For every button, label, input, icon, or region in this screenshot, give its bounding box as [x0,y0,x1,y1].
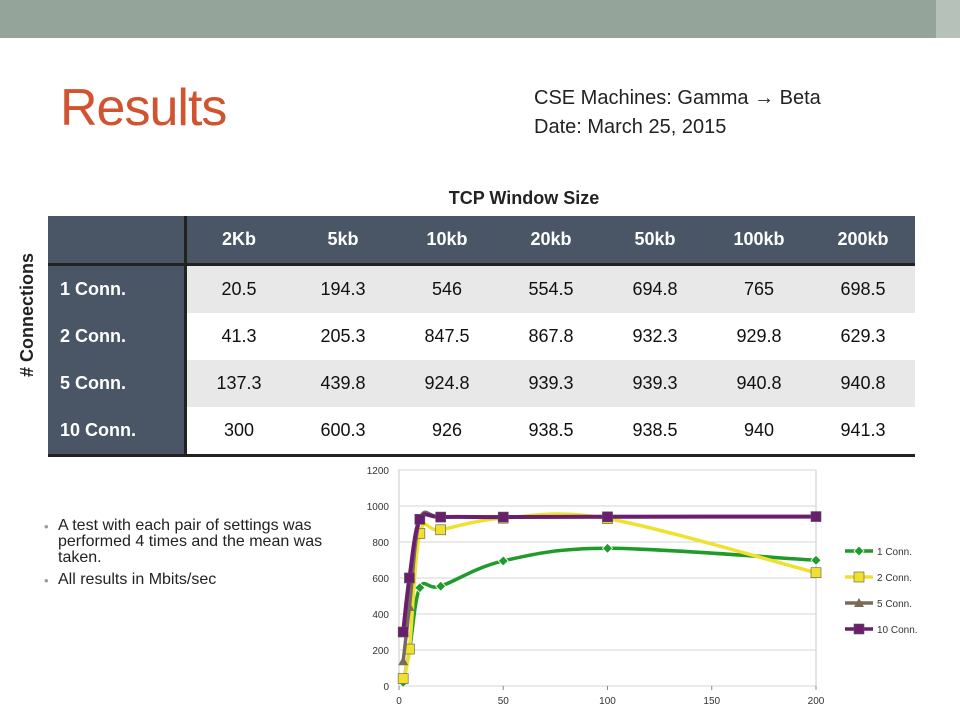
series-point-4 [404,572,415,584]
series-point-2 [435,524,446,536]
table-header-cell: 10kb [395,216,499,266]
table-header-cell: 5kb [291,216,395,266]
slide-meta: CSE Machines: Gamma → Beta Date: March 2… [534,84,821,142]
table-cell: 600.3 [291,407,395,457]
series-point-2 [397,673,409,684]
notes-item: • All results in Mbits/sec [44,571,344,589]
series-point-4 [497,511,509,523]
legend-marker [854,598,864,607]
y-tick-label: 0 [383,682,389,693]
series-point-2 [810,567,822,579]
series-line-2 [401,512,817,680]
table-row: 5 Conn. 137.3 439.8 924.8 939.3 939.3 94… [48,360,915,407]
table-header-row: 2Kb 5kb 10kb 20kb 50kb 100kb 200kb [48,216,915,266]
table-row: 2 Conn. 41.3 205.3 847.5 867.8 932.3 929… [48,313,915,360]
table-cell: 938.5 [603,407,707,457]
results-table: 2Kb 5kb 10kb 20kb 50kb 100kb 200kb 1 Con… [48,216,915,457]
table-row: 10 Conn. 300 600.3 926 938.5 938.5 940 9… [48,407,915,457]
table-corner [48,216,187,266]
legend-marker [853,571,865,583]
series-point-4 [602,511,613,523]
slide-title: Results [60,79,227,137]
table-header-cell: 2Kb [185,216,291,266]
top-banner-accent [936,0,960,38]
table-header-cell: 100kb [707,216,811,266]
notes-text: A test with each pair of settings was pe… [58,517,323,566]
x-tick-label: 150 [703,696,720,707]
table-cell: 926 [395,407,499,457]
x-tick-label: 0 [396,696,402,707]
legend-marker [853,545,865,557]
y-tick-label: 400 [372,610,389,621]
table-header-cell: 200kb [811,216,915,266]
y-tick-label: 1000 [367,502,390,513]
table-row-axis-title: # Connections [17,253,37,378]
y-tick-label: 1200 [367,466,390,477]
series-point-4 [414,514,426,525]
y-tick-label: 600 [372,574,389,585]
series-point-1 [497,555,509,567]
series-point-4 [397,626,409,638]
table-cell: 940 [707,407,811,457]
table-cell: 847.5 [395,313,499,360]
notes-list: • A test with each pair of settings was p… [44,518,344,594]
table-cell: 940.8 [811,360,915,407]
table-cell: 938.5 [499,407,603,457]
table-cell: 629.3 [811,313,915,360]
series-point-4 [435,511,446,523]
table-cell: 932.3 [603,313,707,360]
table-cell: 439.8 [291,360,395,407]
x-tick-label: 100 [599,696,616,707]
table-cell: 694.8 [603,264,707,313]
table-row-label: 5 Conn. [48,360,187,407]
series-point-1 [435,580,447,592]
table-cell: 300 [185,407,291,457]
legend-label: 2 Conn. [877,573,912,584]
table-cell: 929.8 [707,313,811,360]
table-row-label: 10 Conn. [48,407,187,457]
table-header-cell: 20kb [499,216,603,266]
notes-text: All results in Mbits/sec [58,571,217,588]
table-cell: 41.3 [185,313,291,360]
meta-machines: CSE Machines: Gamma → Beta [534,87,821,109]
series-point-4 [810,511,822,522]
table-header-cell: 50kb [603,216,707,266]
series-point-1 [810,554,822,566]
table-row-label: 2 Conn. [48,313,187,360]
legend-label: 10 Conn. [877,625,918,636]
table-row-label: 1 Conn. [48,264,187,313]
table-cell: 939.3 [499,360,603,407]
series-point-3 [398,656,409,666]
table-cell: 554.5 [499,264,603,313]
legend-label: 1 Conn. [877,547,912,558]
throughput-line-chart: 0 200 400 600 800 1000 1200 0 50 100 150 200 1 Conn.… [367,466,918,707]
table-cell: 546 [395,264,499,313]
table-cell: 205.3 [291,313,395,360]
top-banner [0,0,960,38]
table-column-axis-title: TCP Window Size [448,188,600,208]
table-cell: 20.5 [185,264,291,313]
table-cell: 940.8 [707,360,811,407]
table-cell: 194.3 [291,264,395,313]
table-row: 1 Conn. 20.5 194.3 546 554.5 694.8 765 6… [48,264,915,313]
legend-label: 5 Conn. [877,599,912,610]
table-cell: 924.8 [395,360,499,407]
table-cell: 939.3 [603,360,707,407]
table-cell: 867.8 [499,313,603,360]
table-cell: 137.3 [185,360,291,407]
y-tick-label: 800 [372,538,389,549]
table-cell: 765 [707,264,811,313]
table-cell: 698.5 [811,264,915,313]
x-tick-label: 200 [808,696,825,707]
table-cell: 941.3 [811,407,915,457]
bullet-icon: • [44,573,49,588]
bullet-icon: • [44,519,49,534]
legend-marker [853,623,865,635]
y-tick-label: 200 [372,646,389,657]
meta-date: Date: March 25, 2015 [534,116,727,138]
notes-item: • A test with each pair of settings was p… [44,518,344,566]
series-point-1 [414,582,426,594]
x-tick-label: 50 [498,696,510,707]
series-point-1 [601,542,614,554]
